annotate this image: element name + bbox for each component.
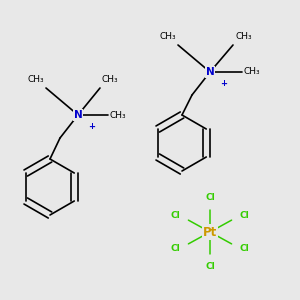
Text: Cl: Cl <box>170 211 180 220</box>
Text: Cl: Cl <box>240 244 250 253</box>
Text: +: + <box>88 122 95 131</box>
Text: Cl: Cl <box>205 262 215 271</box>
Text: CH₃: CH₃ <box>27 75 44 84</box>
Text: CH₃: CH₃ <box>110 110 127 119</box>
Text: Pt: Pt <box>203 226 217 238</box>
Text: CH₃: CH₃ <box>159 32 176 41</box>
Text: CH₃: CH₃ <box>235 32 252 41</box>
Text: N: N <box>74 110 82 120</box>
Text: Cl: Cl <box>170 244 180 253</box>
Text: Cl: Cl <box>240 211 250 220</box>
Text: Cl: Cl <box>205 193 215 202</box>
Text: CH₃: CH₃ <box>244 68 261 76</box>
Text: N: N <box>206 67 214 77</box>
Text: +: + <box>220 79 227 88</box>
Text: CH₃: CH₃ <box>102 75 119 84</box>
